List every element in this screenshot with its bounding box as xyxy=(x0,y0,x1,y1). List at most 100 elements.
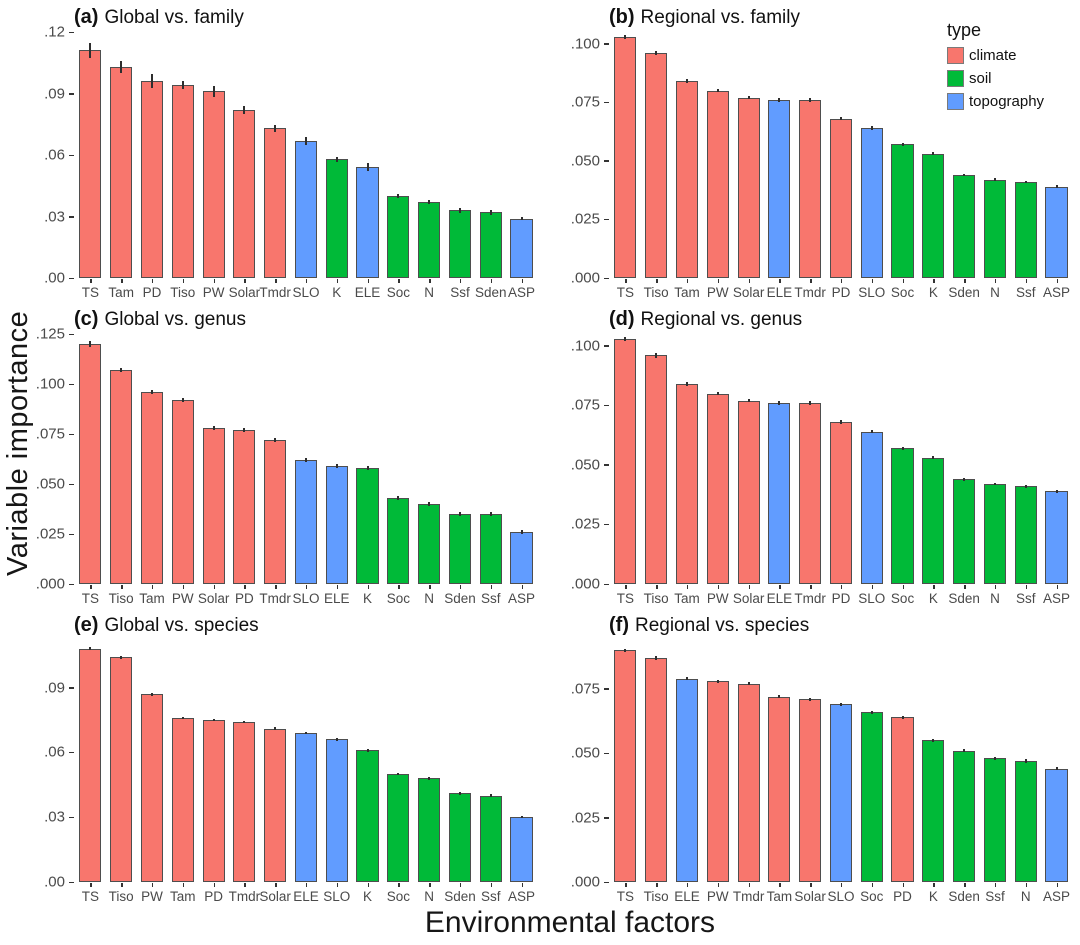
error-bar xyxy=(458,792,461,795)
bar-pd xyxy=(233,430,256,584)
bar-asp xyxy=(510,817,533,882)
y-axis-tick-label: .075 xyxy=(570,396,600,414)
panel-title: (f) Regional vs. species xyxy=(609,614,809,637)
y-axis-tick-label: .075 xyxy=(570,680,600,698)
x-axis-tick-mark xyxy=(717,585,720,589)
bar-slot: PW xyxy=(702,640,733,904)
error-bar xyxy=(993,482,996,486)
error-bar xyxy=(274,124,277,133)
bar-pd xyxy=(891,717,914,882)
error-bar xyxy=(212,426,215,430)
x-axis-tick-label: Tmdr xyxy=(794,591,826,606)
panel-title-text: Regional vs. species xyxy=(634,615,810,636)
panel-b: (b) Regional vs. family .000 .025 .050 .075 .1… xyxy=(570,4,1078,304)
legend-label: topography xyxy=(969,93,1045,110)
panel-d: (d) Regional vs. genus .000 .025 .050 .075 .10… xyxy=(571,306,1078,610)
bar-sden xyxy=(953,750,976,882)
bar-slot: Tam xyxy=(167,640,198,904)
x-axis-tick-mark xyxy=(151,279,154,283)
x-axis-tick-mark xyxy=(840,279,843,283)
error-bar xyxy=(716,391,719,396)
x-axis-tick-label: Solar xyxy=(732,285,765,300)
x-axis-tick-mark xyxy=(964,279,966,283)
error-bar xyxy=(120,60,123,73)
bar-slot: SLO xyxy=(321,640,352,904)
x-axis-tick-mark xyxy=(398,585,400,589)
bar-ts xyxy=(79,50,102,278)
bar-tmdr xyxy=(264,128,287,278)
bar-solar xyxy=(799,699,822,882)
y-axis-tick-mark xyxy=(69,583,74,585)
y-axis-tick-mark xyxy=(69,533,74,535)
x-axis-tick-mark xyxy=(367,883,370,887)
x-axis-tick-label: Ssf xyxy=(985,889,1005,904)
bar-tiso xyxy=(110,657,133,882)
y-axis-tick-mark xyxy=(69,154,74,156)
x-axis-tick-mark xyxy=(521,883,524,887)
bar-slot: PW xyxy=(702,334,733,606)
bar-slo xyxy=(325,739,348,882)
x-axis-tick-label: Sden xyxy=(948,889,980,904)
error-bar xyxy=(870,710,873,714)
bar-n xyxy=(418,202,441,278)
x-axis-tick-mark xyxy=(717,883,720,887)
bar-sden xyxy=(953,174,976,278)
bar-slot: Tiso xyxy=(641,334,672,606)
x-axis-tick-mark xyxy=(686,585,689,589)
x-axis-tick-label: Sden xyxy=(474,285,507,300)
bar-sden xyxy=(953,479,976,584)
bar-slo xyxy=(829,704,853,882)
x-axis-tick-label: N xyxy=(424,889,435,904)
bar-ts xyxy=(614,36,637,278)
y-axis-tick-label: .000 xyxy=(570,873,600,891)
bars: TS Tiso Tam PW Solar ELE Tmdr PD SLO Soc K Sden N Ssf… xyxy=(610,32,1072,300)
error-bar xyxy=(181,398,184,402)
bar-tam xyxy=(675,81,699,278)
bar-slot: Tiso xyxy=(106,334,137,606)
x-axis-tick-label: Soc xyxy=(386,591,410,606)
x-axis-tick-label: Tam xyxy=(170,889,196,904)
x-axis-tick-label: ELE xyxy=(324,591,350,606)
bar-slot: ELE xyxy=(321,334,352,606)
x-axis-tick-label: Ssf xyxy=(1015,285,1036,300)
bar-slot: PD xyxy=(137,32,168,300)
bar-slot: Solar xyxy=(259,640,291,904)
panel-title-text: Global vs. genus xyxy=(104,309,246,330)
error-bar xyxy=(809,401,812,405)
plot-area: .000 .025 .050 .075 .100 TS Tiso Tam PW Solar ELE T… xyxy=(571,334,1072,606)
bar-k xyxy=(356,750,379,882)
x-axis-tick-label: ELE xyxy=(766,591,793,606)
error-bar xyxy=(716,88,719,93)
plot-area: .000.025.050.075 TS Tiso ELE PW Tmdr Tam Solar S… xyxy=(571,640,1072,904)
bar-ssf xyxy=(479,795,502,882)
x-axis-tick-mark xyxy=(717,279,720,283)
x-axis-tick-label: TS xyxy=(616,889,635,904)
bar-slot: SLO xyxy=(291,334,322,606)
bar-pw xyxy=(202,91,225,278)
error-bar xyxy=(655,353,658,358)
error-bar xyxy=(870,429,873,434)
y-axis-tick-mark xyxy=(69,333,74,335)
y-axis-tick-label: .050 xyxy=(570,152,600,170)
x-axis-tick-label: TS xyxy=(616,285,635,300)
bar-sden xyxy=(448,793,472,882)
y-axis-tick-label: .06 xyxy=(44,146,65,164)
x-axis-tick-label: ASP xyxy=(508,889,536,904)
error-bar xyxy=(778,98,781,102)
bar-slot: K xyxy=(918,640,949,904)
bar-slot: Ssf xyxy=(445,32,476,300)
error-bar xyxy=(366,748,369,752)
y-axis-tick-label: .00 xyxy=(44,873,65,891)
error-bar xyxy=(809,98,812,102)
legend-title: type xyxy=(947,20,982,40)
y-axis-tick-mark xyxy=(604,688,609,690)
y-axis-tick-label: .100 xyxy=(35,375,65,393)
x-axis-tick-mark xyxy=(398,279,400,283)
y-axis-tick-label: .100 xyxy=(570,337,600,355)
bars: TS Tiso Tam PW Solar ELE Tmdr PD SLO Soc K Sden N Ssf… xyxy=(610,334,1072,606)
bar-asp xyxy=(1045,491,1068,584)
x-axis-tick-mark xyxy=(490,279,493,283)
x-axis-tick-mark xyxy=(810,585,812,589)
bar-pd xyxy=(829,422,853,584)
